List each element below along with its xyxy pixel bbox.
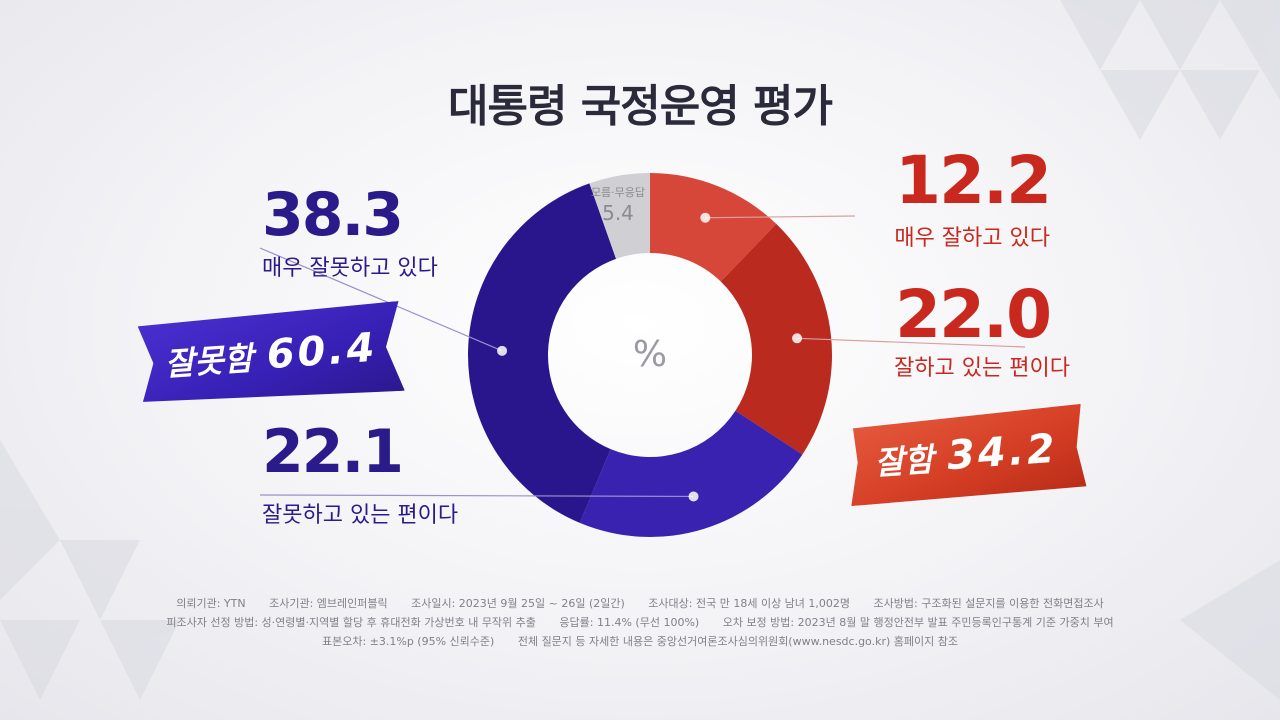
footer-item: 의뢰기관: YTN bbox=[176, 597, 246, 610]
donut-slice bbox=[468, 183, 617, 523]
footer-item: 전체 질문지 등 자세한 내용은 중앙선거여론조사심의위원회(www.nesdc… bbox=[517, 635, 958, 648]
good-label: 잘하고 있는 편이다 bbox=[894, 356, 1070, 381]
donut-slice bbox=[579, 410, 803, 538]
center-percent-label: % bbox=[633, 334, 667, 375]
footer-item: 표본오차: ±3.1%p (95% 신뢰수준) bbox=[321, 635, 495, 648]
slice-marker bbox=[688, 491, 699, 502]
donut-slice bbox=[720, 223, 832, 455]
slice-marker bbox=[700, 212, 711, 223]
very-good-value: 12.2 bbox=[895, 142, 1052, 219]
page-title: 대통령 국정운영 평가 bbox=[448, 81, 833, 132]
good-total-value: 34.2 bbox=[945, 425, 1060, 480]
bad-total-key: 잘못함 bbox=[163, 339, 255, 384]
footer-line-1: 의뢰기관: YTN 조사기관: 엠브레인퍼블릭 조사일시: 2023년 9월 2… bbox=[0, 598, 1280, 609]
very-good-label: 매우 잘하고 있다 bbox=[894, 226, 1050, 251]
very-bad-label: 매우 잘못하고 있다 bbox=[262, 256, 438, 281]
footer-item: 응답률: 11.4% (무선 100%) bbox=[559, 616, 700, 629]
slice-marker bbox=[497, 345, 508, 356]
very-bad-value: 38.3 bbox=[262, 180, 404, 250]
leader-line bbox=[259, 494, 694, 498]
donut-slice bbox=[650, 173, 777, 282]
footer-item: 피조사자 선정 방법: 성·연령별·지역별 할당 후 휴대전화 가상번호 내 무… bbox=[166, 616, 536, 629]
footer-item: 조사일시: 2023년 9월 25일 ~ 26일 (2일간) bbox=[411, 597, 625, 610]
donut-slice bbox=[589, 173, 650, 259]
bad-total-value: 60.4 bbox=[265, 324, 379, 379]
footer-line-3: 표본오차: ±3.1%p (95% 신뢰수준) 전체 질문지 등 자세한 내용은… bbox=[0, 636, 1280, 647]
unknown-value: 5.4 bbox=[602, 201, 634, 225]
slice-marker bbox=[792, 333, 803, 344]
footer-item: 오차 보정 방법: 2023년 8월 말 행정안전부 발표 주민등록인구통계 기… bbox=[722, 616, 1114, 629]
good-total-key: 잘함 bbox=[873, 440, 935, 483]
leader-line bbox=[705, 215, 856, 219]
leader-line bbox=[259, 247, 503, 352]
footer-line-2: 피조사자 선정 방법: 성·연령별·지역별 할당 후 휴대전화 가상번호 내 무… bbox=[0, 617, 1280, 628]
unknown-label: 모름·무응답 bbox=[591, 186, 645, 199]
bad-value: 22.1 bbox=[262, 417, 404, 487]
footer-item: 조사방법: 구조화된 설문지를 이용한 전화면접조사 bbox=[873, 597, 1104, 610]
leader-line bbox=[797, 337, 1026, 348]
footer-item: 조사대상: 전국 만 18세 이상 남녀 1,002명 bbox=[648, 597, 851, 610]
bad-label: 잘못하고 있는 편이다 bbox=[262, 503, 459, 528]
footer-item: 조사기관: 엠브레인퍼블릭 bbox=[269, 597, 388, 610]
good-value: 22.0 bbox=[895, 276, 1052, 353]
